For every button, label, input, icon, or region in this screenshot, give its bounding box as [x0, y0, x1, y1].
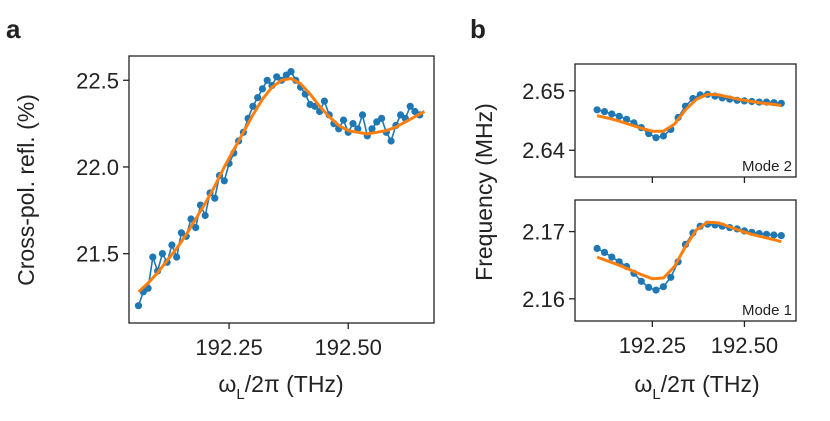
panel-b-top-marks [593, 90, 785, 142]
panel-b-bottom-data-point [652, 286, 660, 294]
panel-a-data-point [339, 116, 348, 124]
panel-a-plot-frame [128, 55, 435, 324]
panel-a-ticks: 21.5 22.0 22.5 192.25 192.50 [76, 68, 382, 360]
panel-a-data-point [320, 97, 328, 105]
panel-b-top-data-point [623, 115, 631, 123]
panel-a-data-point [254, 94, 262, 102]
panel-letter-a: a [6, 14, 21, 44]
panel-a-data-point [220, 177, 228, 185]
panel-b-top-data-point [659, 132, 668, 140]
panel-b-bottom-marks [593, 220, 785, 294]
panel-b-ylabel: Frequency (MHz) [471, 103, 497, 281]
panel-a-data-point [287, 68, 295, 76]
panel-b-bottom-ytick-label: 2.17 [522, 220, 565, 245]
panel-a-data-point [378, 114, 386, 122]
panel-b-bottom-xtick-label: 192.25 [619, 333, 686, 358]
panel-a-fit-line [137, 77, 426, 293]
panel-b-bottom-data-point [637, 277, 645, 285]
panel-b-top-data-point [615, 112, 623, 120]
panel-a-ytick-label: 22.0 [76, 155, 119, 180]
panel-a-data-point [211, 194, 219, 202]
panel-a-data-point [192, 224, 200, 232]
mode-2-label: Mode 2 [742, 158, 792, 175]
panel-a-data-point [263, 76, 271, 84]
panel-a-data-point [387, 137, 395, 145]
panel-b-bottom-ytick-label: 2.16 [522, 287, 565, 312]
panel-a-data-point [149, 253, 157, 261]
panel-a-marks [134, 68, 426, 310]
panel-a-data-point [158, 250, 166, 258]
panel-a-data-point [173, 253, 181, 261]
panel-a-data-point [358, 111, 367, 119]
panel-a-xtick-label: 192.25 [195, 335, 262, 360]
panel-b-bottom-chart: 2.16 2.17 192.25 192.50 Mode 1 Frequency (M… [471, 103, 797, 403]
panel-b-top-data-point [608, 110, 616, 118]
panel-b-bottom-data-point [600, 248, 609, 256]
panel-b-top-chart: 2.64 2.65 Mode 2 [522, 63, 797, 183]
panel-a-ylabel: Cross-pol. refl. (%) [13, 94, 39, 286]
panel-b-bottom-xtick-label: 192.50 [711, 333, 778, 358]
panel-b-xlabel: ωL/2π (THz) [634, 371, 759, 403]
panel-b-top-ytick-label: 2.65 [522, 79, 565, 104]
panel-b-top-data-point [652, 134, 660, 142]
panel-a-data-point [258, 85, 266, 93]
panel-b-bottom-data-point [667, 273, 675, 281]
panel-a-data-point [368, 125, 376, 133]
panel-b-bottom-plot-frame [574, 199, 797, 322]
panel-b-bottom-data-point [645, 283, 653, 291]
panel-b-top-plot-frame [574, 63, 797, 178]
panel-b-bottom-data-point [659, 283, 668, 291]
mode-1-label: Mode 1 [742, 302, 792, 319]
panel-a-xtick-label: 192.50 [315, 335, 382, 360]
panel-a-data-point [168, 241, 176, 249]
panel-a-chart: 21.5 22.0 22.5 192.25 192.50 Cross-pol. refl… [13, 55, 435, 403]
panel-b-top-ticks: 2.64 2.65 [522, 79, 746, 183]
panel-a-ytick-label: 22.5 [76, 68, 119, 93]
panel-b-bottom-fit-line [596, 220, 782, 281]
panel-a-data-point [134, 302, 143, 310]
panel-letter-b: b [470, 14, 486, 44]
panel-a-data-point [406, 102, 414, 110]
panel-b-top-data-point [593, 106, 601, 114]
panel-b-bottom-data-point [593, 244, 601, 252]
panel-b-top-ytick-label: 2.64 [522, 138, 565, 163]
panel-b-top-data-point [600, 108, 609, 116]
panel-a-data-point [349, 120, 357, 128]
panel-a-data-point [249, 102, 257, 110]
panel-a-xlabel: ωL/2π (THz) [218, 371, 343, 403]
panel-a-ytick-label: 21.5 [76, 242, 119, 267]
panel-b-bottom-ticks: 2.16 2.17 192.25 192.50 [522, 220, 778, 358]
panel-b-top-fit-line [596, 92, 782, 133]
panel-b-bottom-data-point [608, 253, 616, 261]
panel-b-bottom-data-point [770, 231, 778, 239]
panel-a-data-point [187, 215, 195, 223]
panel-b-bottom-data-point [777, 232, 785, 240]
panel-a-data-line [137, 70, 421, 306]
panel-a-data-point [201, 211, 209, 220]
